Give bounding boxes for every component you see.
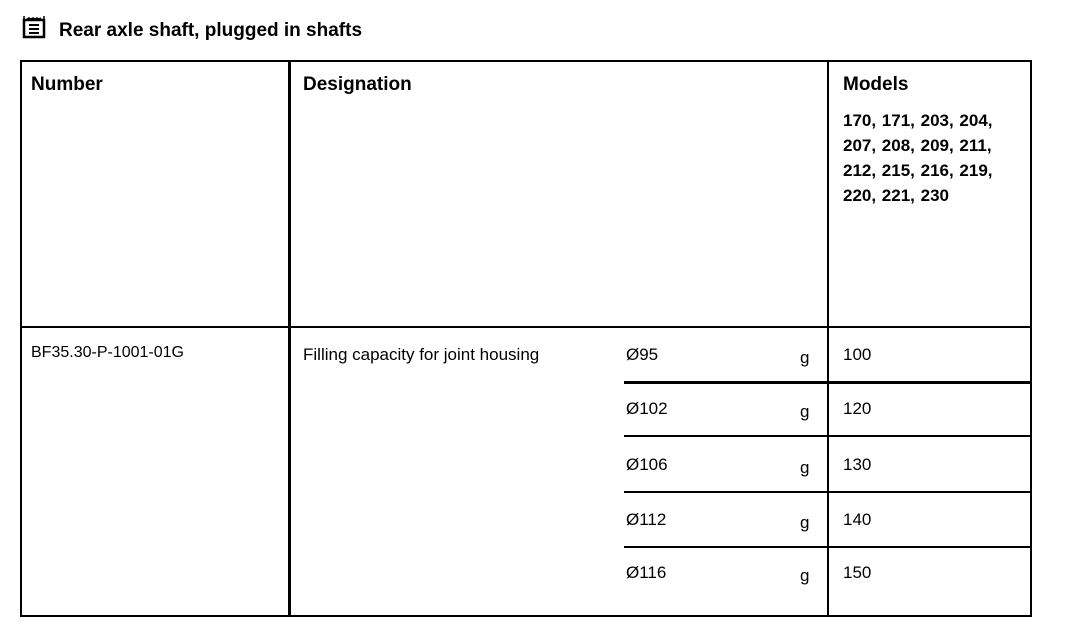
document-list-icon: [22, 16, 46, 39]
value-cell: 130: [843, 455, 872, 474]
unit-cell: g: [800, 402, 810, 421]
value-cell: 100: [843, 345, 872, 364]
unit-cell: g: [800, 458, 810, 477]
size-cell: Ø112: [626, 510, 667, 529]
unit-cell: g: [800, 513, 810, 532]
models-list: 170, 171, 203, 204, 207, 208, 209, 211, …: [843, 111, 993, 205]
section-title: Rear axle shaft, plugged in shafts: [59, 20, 363, 41]
size-cell: Ø102: [626, 399, 668, 418]
part-number: BF35.30-P-1001-01G: [31, 344, 184, 361]
size-cell: Ø116: [626, 563, 667, 582]
size-cell: Ø95: [626, 345, 659, 364]
size-cell: Ø106: [626, 455, 668, 474]
value-cell: 120: [843, 399, 872, 418]
unit-cell: g: [800, 566, 810, 585]
header-models: Models: [843, 74, 909, 95]
designation: Filling capacity for joint housing: [303, 345, 540, 364]
header-number: Number: [31, 74, 103, 95]
value-cell: 150: [843, 563, 872, 582]
header-designation: Designation: [303, 74, 412, 95]
value-cell: 140: [843, 510, 872, 529]
unit-cell: g: [800, 348, 810, 367]
